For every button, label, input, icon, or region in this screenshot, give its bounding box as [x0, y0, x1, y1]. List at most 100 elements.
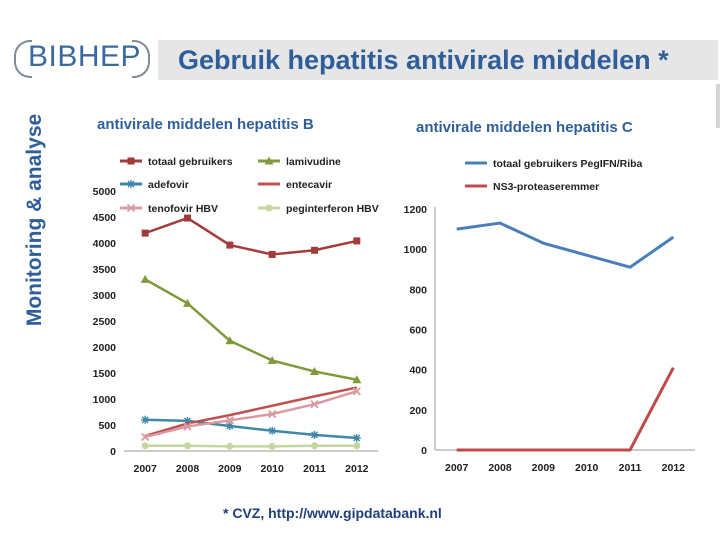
y-tick-label: 1200 — [404, 204, 428, 216]
data-point — [268, 442, 276, 450]
x-tick-label: 2011 — [619, 462, 642, 474]
legend-swatch-marker — [264, 156, 274, 165]
legend-label: lamivudine — [286, 156, 341, 168]
data-point — [184, 214, 191, 222]
x-tick-label: 2007 — [133, 463, 157, 475]
data-point — [140, 274, 150, 283]
hepatitis-b-chart: 0 500 1000 1500 2000 2500 3000 3500 4000 4500 5000… — [93, 156, 379, 475]
y-tick-label: 500 — [98, 420, 116, 432]
y-tick-label: 2000 — [93, 342, 117, 354]
data-point — [352, 375, 362, 384]
data-point — [268, 250, 276, 258]
sidebar-banner: Monitoring & analyse — [18, 95, 52, 345]
y-tick-label: 200 — [409, 405, 427, 417]
x-tick-label: 2008 — [488, 462, 512, 474]
data-point — [183, 298, 192, 307]
legend-swatch-marker — [126, 203, 136, 213]
series-2 — [141, 415, 361, 442]
bibhep-logo: BIBHEP — [14, 36, 150, 78]
data-point — [310, 366, 319, 375]
x-tick-label: 2009 — [218, 463, 242, 475]
series-line — [145, 444, 357, 448]
data-point — [311, 442, 318, 450]
y-tick-label: 600 — [409, 325, 427, 337]
data-point — [352, 387, 361, 396]
legend-label: tenofovir HBV — [148, 203, 218, 215]
hepatitis-c-chart: 0 200 400 600 800 1000 1200 2007 2008 2009 2010 201… — [404, 158, 695, 474]
data-point — [353, 442, 361, 450]
data-point — [141, 442, 149, 450]
chart-b-title: antivirale middelen hepatitis B — [97, 116, 314, 133]
data-point — [268, 426, 277, 435]
chart-c-title: antivirale middelen hepatitis C — [416, 119, 633, 136]
data-point — [225, 422, 234, 431]
series-5 — [141, 442, 361, 450]
data-point — [141, 415, 150, 424]
data-point — [141, 432, 150, 442]
data-point — [353, 237, 361, 245]
data-point — [310, 400, 319, 409]
data-point — [311, 246, 318, 254]
legend-swatch-marker — [127, 180, 135, 188]
legend-label: NS3-proteaseremmer — [493, 181, 599, 193]
y-tick-label: 1500 — [93, 368, 117, 380]
series-1 — [456, 366, 675, 452]
y-tick-label: 0 — [421, 445, 427, 457]
x-tick-label: 2011 — [303, 463, 326, 475]
data-point — [352, 434, 361, 442]
legend-label: totaal gebruikers PegIFN/Riba — [493, 158, 643, 170]
sidebar-label: Monitoring & analyse — [23, 113, 46, 327]
y-tick-label: 3000 — [93, 290, 117, 302]
series-3 — [144, 386, 358, 438]
x-tick-label: 2010 — [260, 463, 284, 475]
series-line — [456, 366, 675, 452]
data-point — [225, 416, 234, 425]
data-point — [310, 430, 319, 439]
series-line — [144, 278, 358, 381]
x-tick-label: 2009 — [532, 462, 556, 474]
x-tick-label: 2008 — [176, 463, 200, 475]
series-4 — [141, 387, 361, 442]
y-tick-label: 3500 — [93, 264, 117, 276]
series-line — [456, 221, 675, 269]
series-line — [145, 418, 357, 440]
series-1 — [140, 274, 362, 384]
x-tick-label: 2007 — [445, 462, 469, 474]
legend-label: entecavir — [286, 179, 332, 191]
logo-text: BIBHEP — [28, 40, 142, 73]
data-point — [184, 442, 191, 450]
series-0 — [456, 221, 675, 269]
y-tick-label: 1000 — [404, 244, 428, 256]
legend-label: peginterferon HBV — [286, 203, 379, 215]
page-title: Gebruik hepatitis antivirale middelen * — [178, 45, 669, 75]
y-tick-label: 4000 — [93, 238, 117, 250]
y-tick-label: 0 — [110, 446, 116, 458]
y-tick-label: 2500 — [93, 316, 117, 328]
legend-label: totaal gebruikers — [148, 156, 233, 168]
legend-label: adefovir — [148, 179, 189, 191]
series-0 — [141, 214, 361, 258]
legend-swatch-marker — [127, 157, 135, 165]
x-tick-label: 2010 — [575, 462, 599, 474]
y-tick-label: 4500 — [93, 212, 117, 224]
data-point — [183, 416, 192, 425]
data-point — [141, 229, 149, 237]
data-point — [183, 422, 192, 431]
title-bar: Gebruik hepatitis antivirale middelen * — [158, 40, 718, 80]
data-point — [226, 241, 234, 249]
series-line — [144, 386, 358, 438]
data-point — [267, 356, 277, 365]
logo-right-arc — [132, 40, 150, 78]
x-tick-label: 2012 — [662, 462, 686, 474]
y-tick-label: 5000 — [93, 186, 117, 198]
data-point — [226, 442, 234, 450]
y-tick-label: 400 — [409, 365, 427, 377]
series-line — [144, 390, 358, 439]
series-line — [144, 216, 358, 256]
legend-swatch-marker — [265, 204, 273, 212]
y-tick-label: 800 — [409, 284, 427, 296]
data-point — [268, 409, 277, 419]
x-tick-label: 2012 — [345, 463, 369, 475]
y-tick-label: 1000 — [93, 394, 117, 406]
source-footnote: * CVZ, http://www.gipdatabank.nl — [223, 505, 442, 521]
